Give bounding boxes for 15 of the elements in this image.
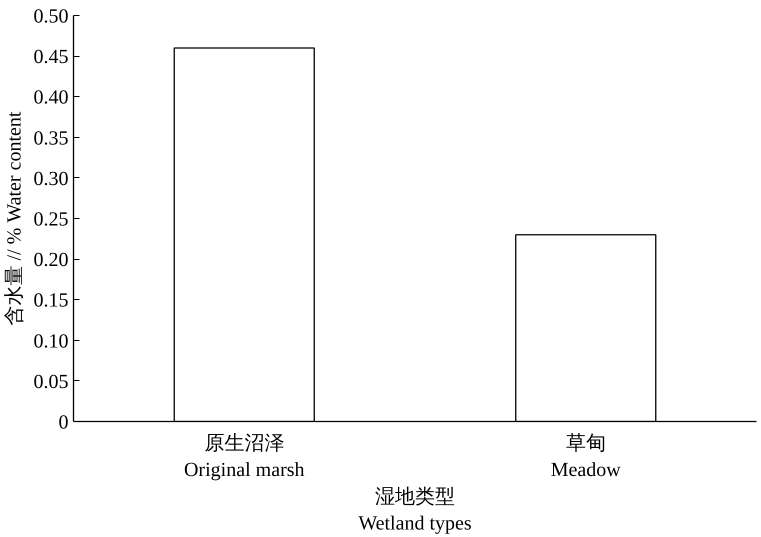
x-tick-label: 原生沼泽 Original marsh <box>184 432 305 481</box>
x-tick-label: 草甸 Meadow <box>550 432 622 481</box>
y-axis-title: 含水量 // % Water content <box>4 111 26 326</box>
y-tick-label: 0.30 <box>34 168 68 190</box>
y-tick-label: 0.15 <box>34 290 68 312</box>
y-tick-label: 0.20 <box>34 249 68 272</box>
y-tick-label: 0.05 <box>34 370 68 393</box>
y-tick-label: 0.50 <box>34 6 68 28</box>
y-tick-label: 0.25 <box>34 208 68 230</box>
y-tick-label: 0 <box>58 412 68 434</box>
x-axis-title: 湿地类型 Wetland types <box>358 486 472 534</box>
y-tick-label: 0.10 <box>34 330 68 352</box>
y-tick-label: 0.35 <box>34 127 68 150</box>
y-tick-label: 0.45 <box>34 46 68 68</box>
y-tick-label: 0.40 <box>34 86 68 109</box>
